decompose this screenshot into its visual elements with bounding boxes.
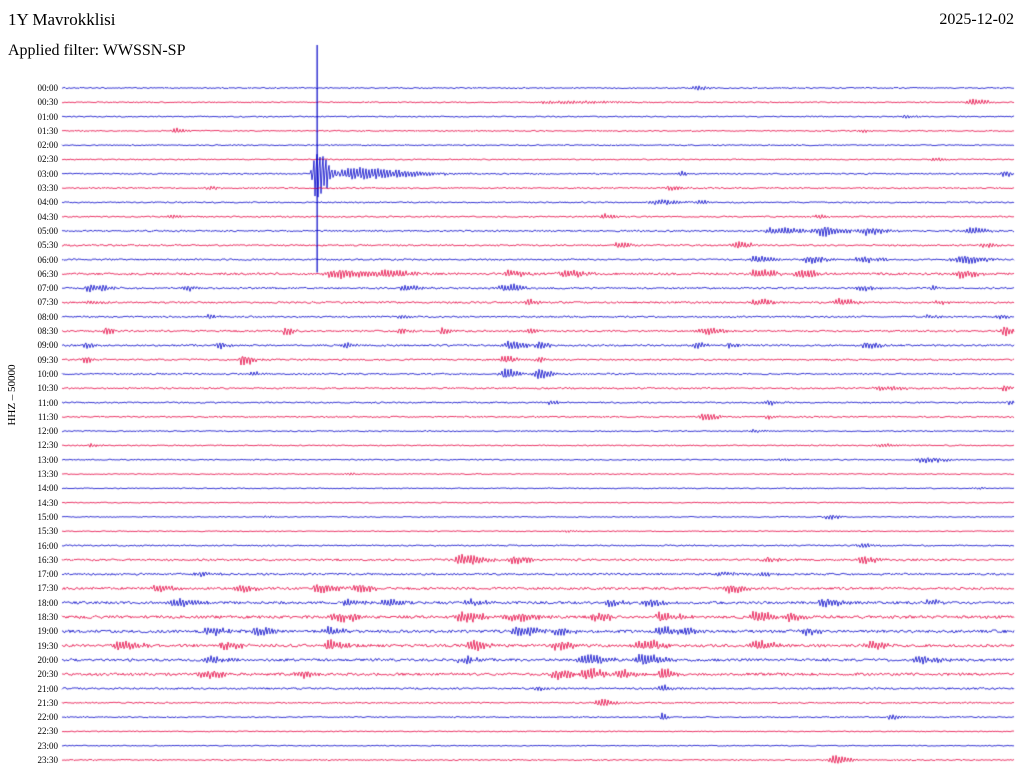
row-time-label: 03:00 bbox=[37, 168, 58, 179]
row-time-label: 21:00 bbox=[37, 683, 58, 694]
row-time-label: 08:30 bbox=[37, 326, 58, 337]
row-time-label: 06:00 bbox=[37, 254, 58, 265]
row-time-label: 02:30 bbox=[37, 154, 58, 165]
row-time-label: 12:00 bbox=[37, 426, 58, 437]
row-time-label: 23:00 bbox=[37, 740, 58, 751]
row-time-label: 07:30 bbox=[37, 297, 58, 308]
row-time-label: 14:00 bbox=[37, 483, 58, 494]
row-time-label: 05:00 bbox=[37, 225, 58, 236]
stream-scale-label: HHZ – 50000 bbox=[6, 364, 18, 426]
row-time-label: 15:30 bbox=[37, 526, 58, 537]
row-time-label: 18:00 bbox=[37, 597, 58, 608]
filter-label: Applied filter: WWSSN-SP bbox=[8, 42, 186, 59]
row-time-label: 19:30 bbox=[37, 640, 58, 651]
row-time-label: 11:00 bbox=[37, 397, 58, 408]
row-time-label: 13:30 bbox=[37, 469, 58, 480]
row-time-label: 19:00 bbox=[37, 626, 58, 637]
row-time-label: 12:30 bbox=[37, 440, 58, 451]
row-time-label: 08:00 bbox=[37, 311, 58, 322]
row-time-label: 13:00 bbox=[37, 454, 58, 465]
row-time-label: 00:00 bbox=[37, 83, 58, 93]
row-time-label: 01:30 bbox=[37, 125, 58, 136]
row-time-label: 16:00 bbox=[37, 540, 58, 551]
date-label: 2025-12-02 bbox=[939, 11, 1014, 28]
row-time-label: 03:30 bbox=[37, 183, 58, 194]
row-time-label: 14:30 bbox=[37, 497, 58, 508]
row-time-label: 01:00 bbox=[37, 111, 58, 122]
row-time-label: 02:00 bbox=[37, 140, 58, 151]
row-time-label: 18:30 bbox=[37, 612, 58, 623]
row-time-label: 17:00 bbox=[37, 569, 58, 580]
row-time-label: 20:00 bbox=[37, 654, 58, 665]
row-time-label: 23:30 bbox=[37, 755, 58, 765]
row-time-label: 06:30 bbox=[37, 268, 58, 279]
row-time-label: 21:30 bbox=[37, 697, 58, 708]
row-time-label: 11:30 bbox=[37, 411, 58, 422]
row-time-label: 17:30 bbox=[37, 583, 58, 594]
row-time-label: 22:30 bbox=[37, 726, 58, 737]
row-time-label: 05:30 bbox=[37, 240, 58, 251]
row-time-label: 07:00 bbox=[37, 283, 58, 294]
row-time-label: 10:30 bbox=[37, 383, 58, 394]
row-time-label: 00:30 bbox=[37, 97, 58, 108]
row-time-label: 22:00 bbox=[37, 712, 58, 723]
row-time-label: 09:00 bbox=[37, 340, 58, 351]
row-time-label: 09:30 bbox=[37, 354, 58, 365]
station-title: 1Y Mavrokklisi bbox=[8, 10, 116, 29]
row-time-label: 20:30 bbox=[37, 669, 58, 680]
row-time-label: 15:00 bbox=[37, 511, 58, 522]
row-time-label: 16:30 bbox=[37, 554, 58, 565]
row-time-label: 04:00 bbox=[37, 197, 58, 208]
row-time-label: 04:30 bbox=[37, 211, 58, 222]
row-time-label: 10:00 bbox=[37, 368, 58, 379]
